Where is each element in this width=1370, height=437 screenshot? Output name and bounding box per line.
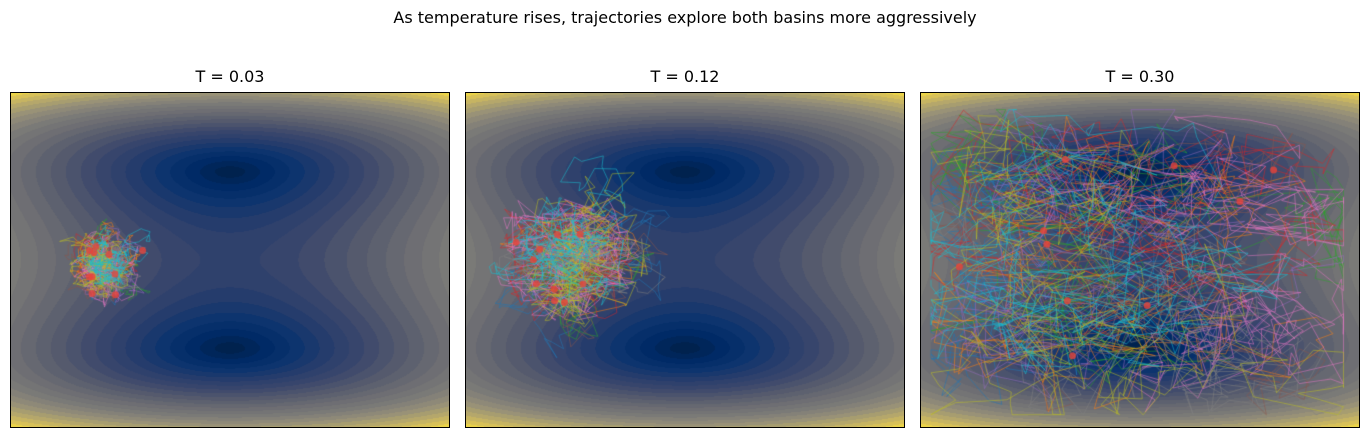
panel-title: T = 0.12	[650, 67, 720, 86]
panel-title: T = 0.30	[1105, 67, 1175, 86]
potential-contour-plot	[920, 92, 1360, 428]
panel-t-0-12: T = 0.12	[465, 67, 905, 428]
potential-contour-plot	[465, 92, 905, 428]
panel-t-0-03: T = 0.03	[10, 67, 450, 428]
panel-title: T = 0.03	[195, 67, 265, 86]
figure-suptitle: As temperature rises, trajectories explo…	[393, 8, 977, 27]
potential-contour-plot	[10, 92, 450, 428]
panel-t-0-30: T = 0.30	[920, 67, 1360, 428]
